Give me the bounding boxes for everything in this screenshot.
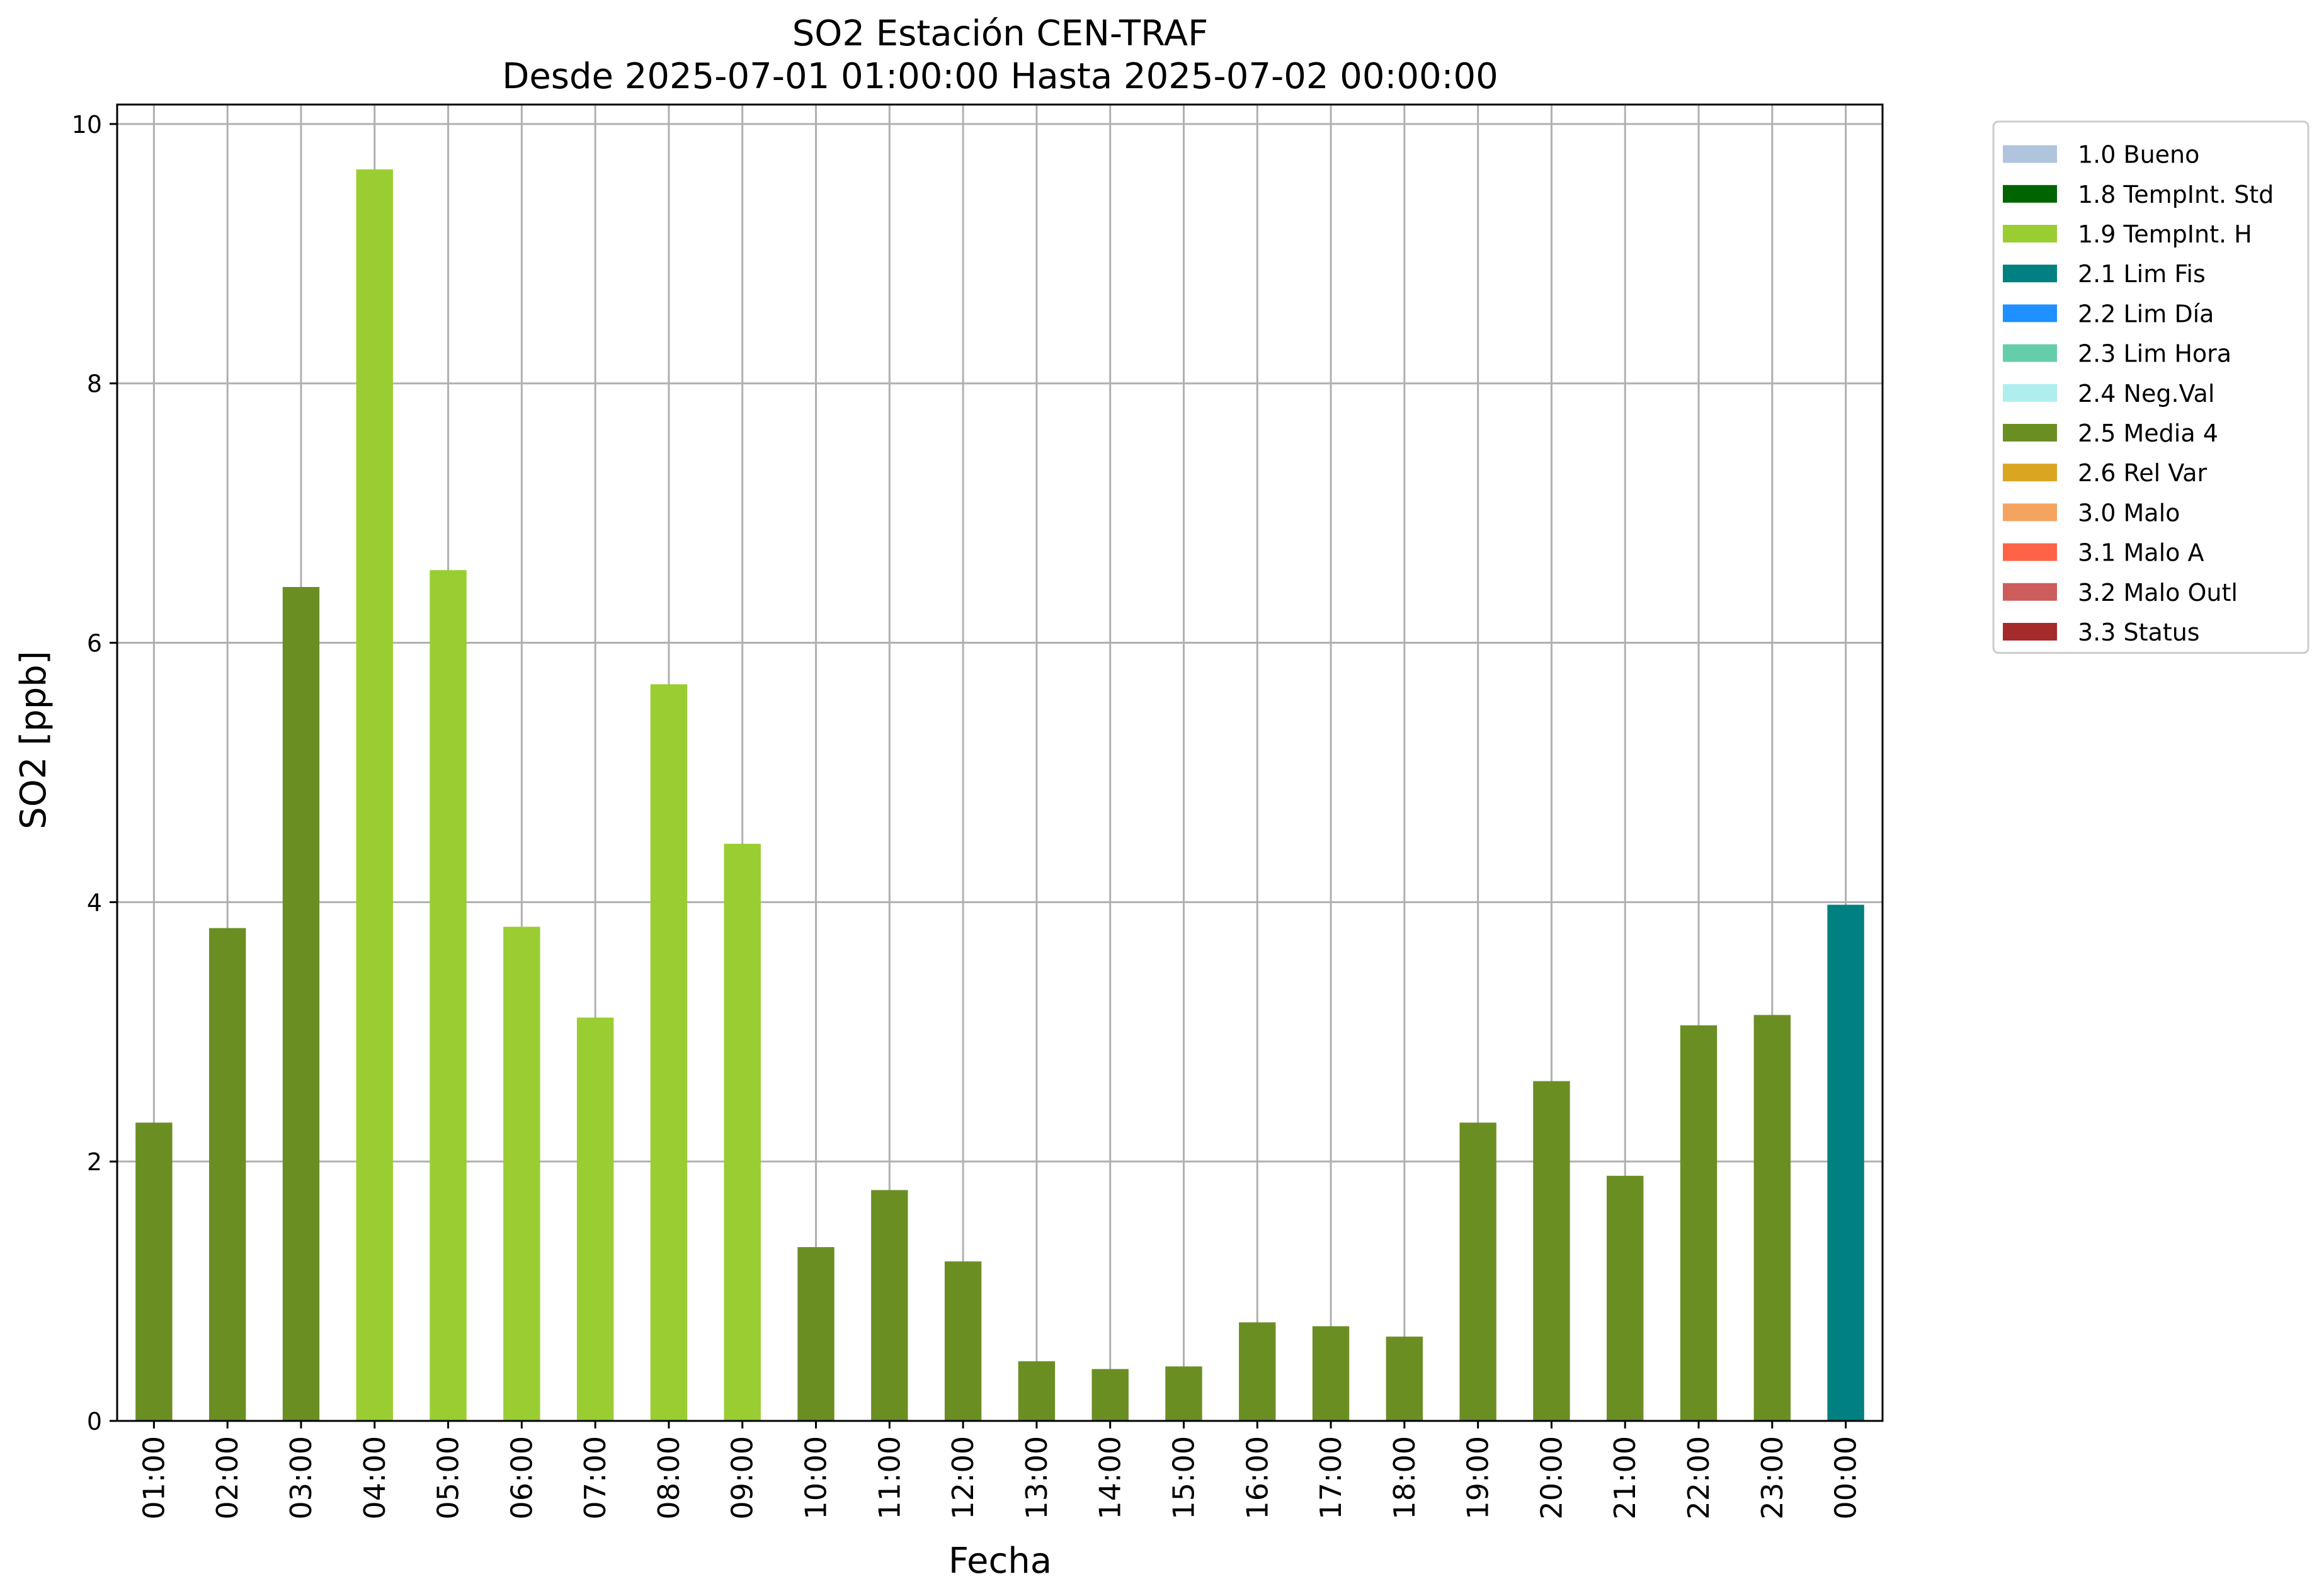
y-axis-label: SO2 [ppb] [13, 651, 54, 829]
bar-1600 [1239, 1322, 1276, 1421]
y-tick-label-4: 8 [87, 370, 102, 398]
bar-0800 [650, 684, 688, 1421]
legend-label-2.4: 2.4 Neg.Val [2078, 380, 2214, 408]
legend: 1.0 Bueno 1.8 TempInt. Std 1.9 TempInt. H 2… [1992, 120, 2310, 654]
x-tick-label-0: 01:00 [137, 1436, 171, 1520]
bar-1500 [1165, 1366, 1202, 1421]
legend-swatch-2.4 [2003, 384, 2057, 402]
x-tick-label-18: 19:00 [1461, 1436, 1495, 1520]
legend-box [1992, 120, 2310, 654]
legend-swatch-3.2 [2003, 583, 2057, 601]
legend-label-2.1: 2.1 Lim Fis [2078, 260, 2206, 288]
bar-0400 [356, 169, 393, 1421]
bar-1200 [944, 1261, 982, 1421]
legend-label-2.5: 2.5 Media 4 [2078, 419, 2218, 447]
bar-1100 [871, 1190, 908, 1421]
x-tick-label-17: 18:00 [1387, 1436, 1422, 1520]
y-tick-label-5: 10 [72, 111, 102, 139]
bar-2300 [1753, 1015, 1791, 1421]
y-tick-label-2: 4 [87, 889, 102, 916]
legend-label-2.2: 2.2 Lim Día [2078, 300, 2214, 328]
bar-0100 [135, 1122, 173, 1421]
bar-2100 [1607, 1175, 1644, 1421]
x-tick-label-5: 06:00 [504, 1436, 538, 1520]
bar-0300 [282, 586, 320, 1421]
legend-label-3.0: 3.0 Malo [2078, 499, 2180, 527]
legend-swatch-1.0 [2003, 145, 2057, 163]
x-axis-ticks: 01:00 02:00 03:00 04:00 05:00 06:00 07:00 08:00… [137, 1421, 1863, 1520]
legend-label-3.1: 3.1 Malo A [2078, 539, 2204, 567]
x-axis-label: Fecha [949, 1541, 1052, 1582]
x-tick-label-2: 03:00 [284, 1436, 318, 1520]
x-tick-label-11: 12:00 [946, 1436, 980, 1520]
legend-label-1.0: 1.0 Bueno [2078, 141, 2199, 169]
x-tick-label-20: 21:00 [1608, 1436, 1642, 1520]
bar-2200 [1680, 1025, 1718, 1421]
legend-swatch-2.3 [2003, 344, 2057, 362]
x-tick-label-7: 08:00 [652, 1436, 686, 1520]
chart-subtitle: Desde 2025-07-01 01:00:00 Hasta 2025-07-… [502, 56, 1498, 97]
legend-swatch-3.0 [2003, 503, 2057, 522]
bar-0000 [1827, 904, 1864, 1421]
x-tick-label-1: 02:00 [210, 1436, 244, 1520]
x-tick-label-16: 17:00 [1314, 1436, 1348, 1520]
legend-swatch-2.1 [2003, 265, 2057, 283]
legend-label-3.3: 3.3 Status [2078, 618, 2200, 646]
y-tick-label-1: 2 [87, 1148, 102, 1176]
legend-label-2.3: 2.3 Lim Hora [2078, 340, 2231, 368]
x-tick-label-4: 05:00 [431, 1436, 465, 1520]
legend-swatch-2.5 [2003, 424, 2057, 442]
plot-frame [116, 103, 1884, 1422]
legend-label-2.6: 2.6 Rel Var [2078, 459, 2208, 487]
bar-1900 [1459, 1122, 1496, 1421]
bar-0700 [576, 1017, 614, 1421]
bar-1800 [1386, 1337, 1423, 1421]
legend-swatch-1.9 [2003, 225, 2057, 242]
x-tick-label-22: 23:00 [1755, 1436, 1789, 1520]
x-tick-label-23: 00:00 [1829, 1436, 1863, 1520]
legend-swatch-1.8 [2003, 185, 2057, 203]
x-tick-label-6: 07:00 [578, 1436, 612, 1520]
x-tick-label-13: 14:00 [1093, 1436, 1127, 1520]
y-axis-ticks: 0 2 4 6 8 10 [72, 111, 117, 1435]
y-tick-label-3: 6 [87, 630, 102, 658]
x-tick-label-12: 13:00 [1020, 1436, 1054, 1520]
x-tick-label-19: 20:00 [1534, 1436, 1568, 1520]
bar-1400 [1091, 1369, 1129, 1421]
bar-0600 [503, 926, 540, 1421]
x-tick-label-3: 04:00 [358, 1436, 392, 1520]
legend-swatch-3.3 [2003, 623, 2057, 641]
legend-swatch-3.1 [2003, 543, 2057, 561]
y-tick-label-0: 0 [87, 1408, 102, 1435]
x-tick-label-10: 11:00 [872, 1436, 906, 1520]
x-tick-label-14: 15:00 [1166, 1436, 1200, 1520]
legend-label-3.2: 3.2 Malo Outl [2078, 579, 2238, 607]
bar-1300 [1018, 1361, 1056, 1421]
legend-label-1.8: 1.8 TempInt. Std [2078, 181, 2274, 208]
bar-1700 [1312, 1326, 1350, 1421]
bar-2000 [1533, 1081, 1570, 1421]
x-tick-label-8: 09:00 [726, 1436, 760, 1520]
legend-swatch-2.6 [2003, 464, 2057, 482]
x-tick-label-15: 16:00 [1240, 1436, 1274, 1520]
bar-0900 [724, 843, 761, 1421]
bar-0500 [430, 570, 467, 1421]
bars-group [135, 169, 1864, 1421]
x-tick-label-21: 22:00 [1682, 1436, 1716, 1520]
chart-title: SO2 Estación CEN-TRAF [792, 13, 1209, 54]
bar-1000 [797, 1247, 835, 1421]
bar-0200 [208, 928, 246, 1421]
legend-label-1.9: 1.9 TempInt. H [2078, 220, 2252, 248]
x-tick-label-9: 10:00 [799, 1436, 833, 1520]
legend-swatch-2.2 [2003, 304, 2057, 322]
